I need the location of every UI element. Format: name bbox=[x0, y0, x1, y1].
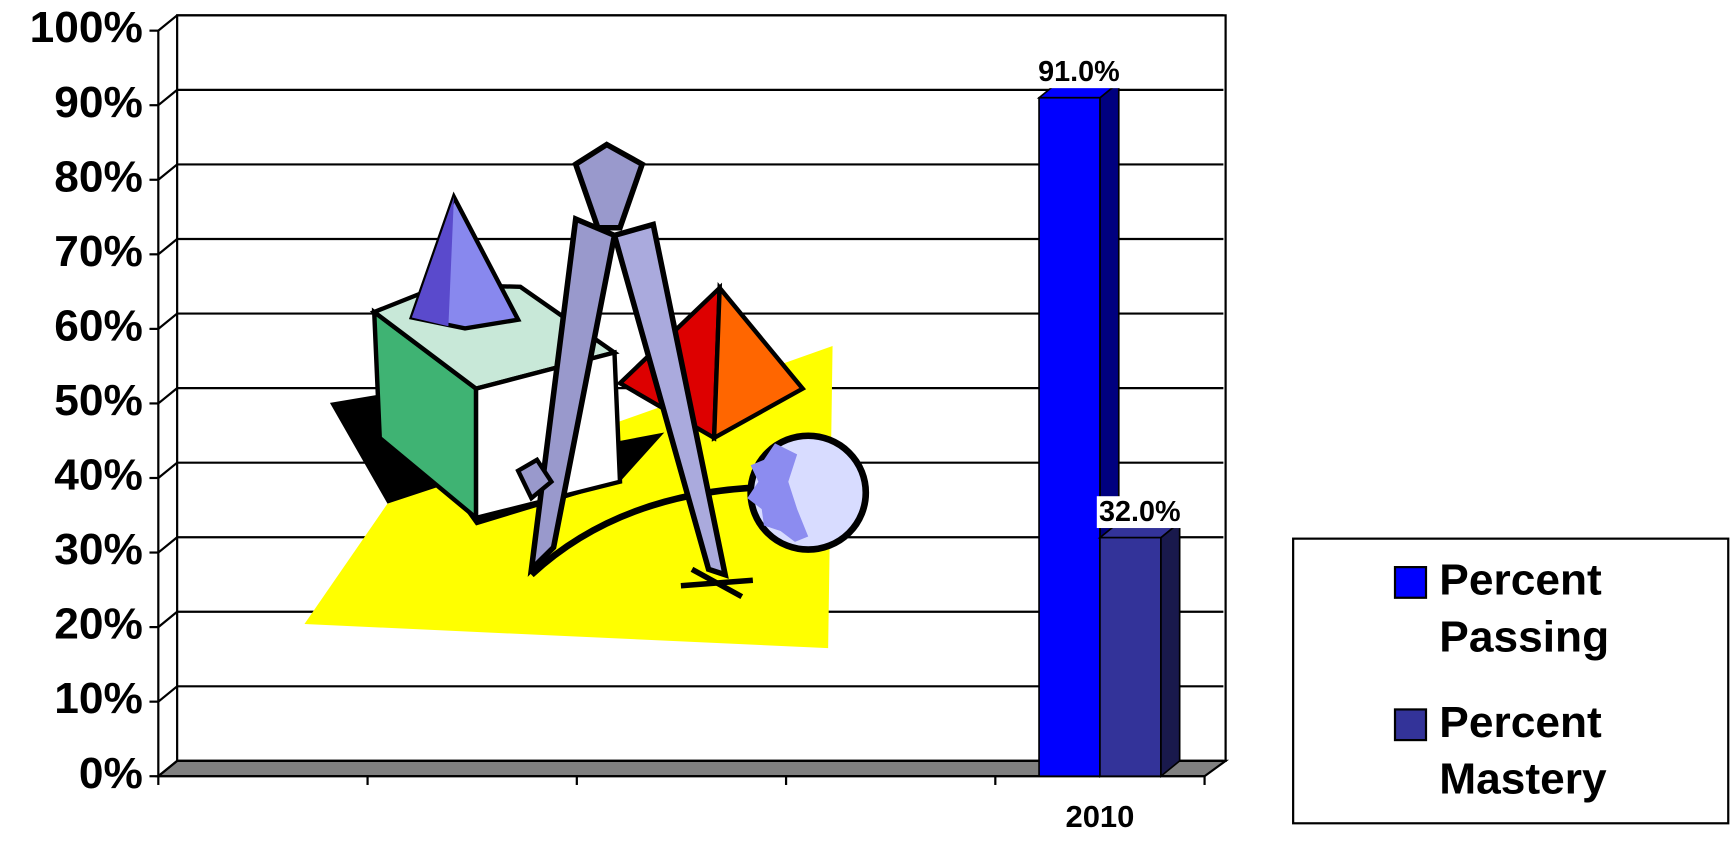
legend-entry: Percent Passing bbox=[1439, 552, 1705, 672]
legend-entry: Percent Mastery bbox=[1439, 694, 1705, 814]
legend-label: Percent Mastery bbox=[1439, 694, 1649, 808]
y-tick-label: 30% bbox=[54, 525, 143, 574]
bar-side-shade bbox=[1161, 522, 1180, 776]
bar bbox=[1039, 98, 1100, 776]
y-tick-label: 0% bbox=[79, 749, 143, 798]
y-tick-label: 40% bbox=[54, 451, 143, 500]
legend-swatch bbox=[1395, 567, 1426, 598]
y-tick-label: 60% bbox=[54, 302, 143, 351]
chart: 0% 10% 20% 30% 40% 50% 60% 70% 80% 90% 100% 2010 91.… bbox=[0, 0, 1736, 843]
y-tick-label: 100% bbox=[30, 3, 143, 52]
page: 0% 10% 20% 30% 40% 50% 60% 70% 80% 90% 100% 2010 91.… bbox=[0, 0, 1736, 848]
y-tick-label: 50% bbox=[54, 376, 143, 425]
y-tick-label: 20% bbox=[54, 600, 143, 649]
y-tick-label: 10% bbox=[54, 674, 143, 723]
y-tick-label: 70% bbox=[54, 227, 143, 276]
legend-swatch bbox=[1395, 709, 1426, 740]
y-tick-label: 90% bbox=[54, 78, 143, 127]
value-label: 91.0% bbox=[1038, 56, 1120, 88]
x-tick-label: 2010 bbox=[1065, 799, 1134, 834]
value-label: 32.0% bbox=[1099, 496, 1181, 528]
y-tick-label: 80% bbox=[54, 153, 143, 202]
bar bbox=[1100, 538, 1161, 777]
legend-label: Percent Passing bbox=[1439, 552, 1649, 666]
